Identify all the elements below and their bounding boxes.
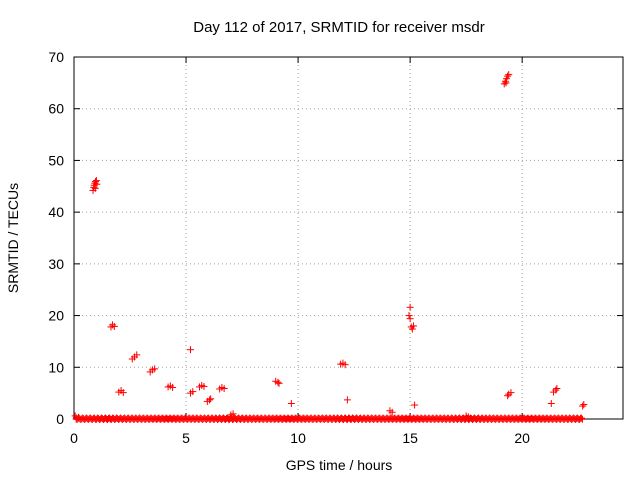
baseline-point [577,414,585,422]
data-point [553,384,561,392]
data-point [408,325,416,333]
data-point [110,322,118,330]
grid [74,57,623,419]
data-point [93,180,101,188]
y-tick-label: 40 [48,204,64,220]
data-point [547,399,555,407]
y-tick-label: 0 [56,411,64,427]
y-tick-label: 20 [48,308,64,324]
data-point [341,361,349,369]
data-point [220,384,228,392]
data-point [507,389,515,397]
data-point [580,401,588,409]
chart-title: Day 112 of 2017, SRMTID for receiver msd… [193,19,485,36]
data-point [552,386,560,394]
data-point [464,413,472,421]
data-point [343,396,351,404]
y-tick-label: 50 [48,152,64,168]
data-point [411,401,419,409]
data-point [151,365,159,373]
data-points [71,71,588,424]
data-point [504,392,512,400]
data-point [229,410,237,418]
data-point [275,379,283,387]
data-point [504,72,512,80]
data-point [505,71,513,79]
y-axis-label: SRMTID / TECUs [5,183,21,293]
data-point [405,312,413,320]
data-point [133,351,141,359]
data-point [74,413,82,421]
x-tick-label: 5 [182,430,190,446]
data-point [502,79,510,87]
data-point [169,383,177,391]
data-point [287,399,295,407]
x-tick-label: 15 [402,430,418,446]
x-tick-label: 10 [290,430,306,446]
x-axis-label: GPS time / hours [286,457,393,473]
data-point [206,396,214,404]
data-point [274,378,282,386]
data-point [406,315,414,323]
y-tick-label: 70 [48,49,64,65]
y-tick-label: 30 [48,256,64,272]
data-point [207,395,215,403]
x-tick-label: 0 [70,430,78,446]
data-point [200,382,208,390]
data-point [91,184,99,192]
data-point [119,389,127,397]
data-point [579,402,587,410]
baseline-point [578,415,586,423]
data-point [409,322,417,330]
y-tick-label: 10 [48,359,64,375]
y-tick-label: 60 [48,101,64,117]
data-point [189,388,197,396]
data-point [406,303,414,311]
data-point [109,321,117,329]
data-point [388,408,396,416]
data-point [187,346,195,354]
x-tick-label: 20 [514,430,530,446]
